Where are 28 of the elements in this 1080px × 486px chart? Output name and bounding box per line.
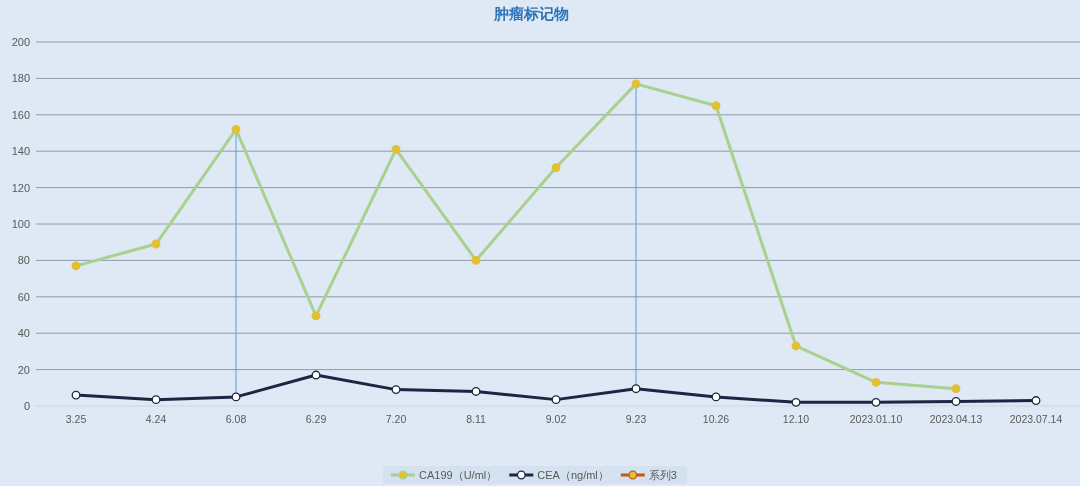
y-tick-label: 100 (11, 218, 30, 230)
x-tick-label: 9.23 (625, 413, 647, 425)
x-tick-label: 3.25 (65, 413, 87, 425)
y-tick-label: 200 (11, 36, 30, 48)
y-tick-label: 160 (11, 108, 30, 121)
x-tick-label: 6.08 (225, 413, 247, 425)
y-tick-label: 80 (17, 254, 30, 267)
x-tick-label: 12.10 (782, 413, 810, 425)
x-tick-label: 9.02 (545, 413, 567, 425)
y-tick-label: 60 (17, 290, 30, 303)
legend-label: 系列3 (648, 469, 677, 481)
x-tick-label: 2023.07.14 (1009, 413, 1063, 425)
x-tick-label: 7.20 (385, 413, 407, 425)
x-tick-label: 6.29 (305, 413, 327, 425)
y-tick-label: 120 (11, 181, 30, 194)
x-tick-label: 8.11 (466, 413, 486, 425)
x-tick-label: 2023.04.13 (929, 413, 983, 425)
y-tick-label: 0 (23, 400, 30, 412)
x-tick-label: 10.26 (702, 413, 730, 425)
legend-label: CA199（U/ml） (419, 469, 498, 481)
y-tick-label: 20 (17, 363, 30, 376)
y-tick-label: 180 (11, 72, 30, 85)
y-tick-label: 140 (11, 145, 30, 158)
y-tick-label: 40 (17, 327, 30, 340)
x-tick-label: 4.24 (145, 413, 167, 425)
x-tick-label: 2023.01.10 (849, 413, 903, 425)
legend-label: CEA（ng/ml） (537, 469, 609, 481)
title: 肿瘤标记物 (493, 5, 569, 22)
